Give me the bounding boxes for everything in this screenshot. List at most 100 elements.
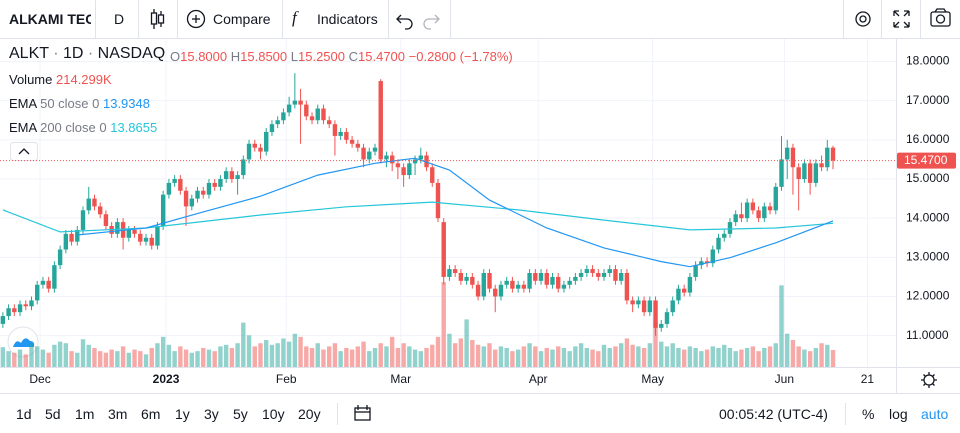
- collapse-button[interactable]: [10, 142, 38, 161]
- range-button[interactable]: 1m: [75, 406, 95, 422]
- candle-body: [584, 269, 590, 273]
- range-button[interactable]: 3y: [204, 406, 219, 422]
- ohlc-label: O: [170, 49, 181, 64]
- range-button[interactable]: 5y: [233, 406, 248, 422]
- candle-body: [504, 280, 509, 285]
- range-button[interactable]: 5d: [45, 406, 61, 422]
- fx-icon[interactable]: f: [292, 8, 299, 27]
- volume-bar: [418, 351, 424, 367]
- volume-bar: [149, 347, 154, 367]
- candle-body: [767, 206, 773, 211]
- axis-settings-icon[interactable]: [921, 372, 937, 388]
- range-button[interactable]: 3m: [108, 406, 128, 422]
- x-tick-label: Mar: [390, 372, 411, 386]
- candle-body: [750, 202, 756, 211]
- candle-body: [389, 155, 395, 164]
- candle-body: [292, 100, 298, 105]
- y-tick-label: 13.0000: [906, 250, 950, 264]
- candle-body: [309, 116, 315, 121]
- legend-title: ALKT · 1D · NASDAQ: [9, 45, 166, 62]
- y-tick-label: 17.0000: [906, 93, 950, 107]
- candle-body: [785, 147, 790, 160]
- volume-bar: [143, 354, 149, 367]
- volume-bar: [458, 338, 464, 367]
- volume-bar: [172, 351, 177, 367]
- candle-body: [647, 300, 653, 313]
- volume-bar: [733, 351, 738, 367]
- candle-body: [515, 284, 521, 289]
- candle-body: [659, 323, 664, 328]
- candle-body: [344, 132, 349, 140]
- candle-body: [544, 273, 549, 285]
- percent-toggle[interactable]: %: [862, 406, 875, 422]
- volume-bar: [275, 343, 280, 367]
- volume-bar: [550, 349, 555, 367]
- volume-bar: [584, 347, 590, 367]
- range-button[interactable]: 10y: [262, 406, 285, 422]
- volume-bar: [115, 351, 120, 367]
- interval[interactable]: D: [114, 11, 125, 27]
- candle-body: [452, 269, 458, 273]
- volume-bar: [235, 343, 240, 367]
- volume-bar: [630, 344, 635, 367]
- candle-body: [424, 155, 429, 168]
- volume-bar: [166, 344, 172, 367]
- range-button[interactable]: 1y: [175, 406, 190, 422]
- candle-body: [590, 269, 595, 273]
- auto-toggle[interactable]: auto: [921, 406, 949, 422]
- snapshot-icon[interactable]: [930, 8, 951, 27]
- volume-bar: [716, 347, 721, 367]
- candle-body: [201, 190, 206, 195]
- volume-bar: [35, 346, 40, 367]
- candle-body: [521, 284, 527, 289]
- compare-button[interactable]: Compare: [213, 11, 271, 27]
- volume-bar: [75, 352, 80, 367]
- volume-bar: [573, 346, 578, 367]
- candle-body: [722, 233, 727, 238]
- settings-icon[interactable]: [855, 11, 871, 27]
- candle-body: [321, 108, 326, 121]
- candle-body: [103, 214, 109, 226]
- range-button[interactable]: 6m: [141, 406, 161, 422]
- volume-bar: [80, 339, 86, 367]
- candle-icon[interactable]: [150, 9, 165, 29]
- candle-body: [636, 300, 641, 305]
- volume-bar: [722, 344, 727, 367]
- volume-bar: [750, 346, 756, 367]
- range-button[interactable]: 1d: [16, 406, 32, 422]
- candle-body: [80, 210, 86, 230]
- volume-bar: [92, 347, 97, 367]
- fullscreen-icon[interactable]: [893, 10, 910, 28]
- volume-bar: [178, 346, 183, 367]
- candle-body: [229, 171, 235, 179]
- candle-body: [17, 304, 23, 313]
- candle-body: [756, 210, 761, 219]
- candle-body: [481, 273, 486, 297]
- volume-bar: [607, 347, 612, 367]
- x-tick-label: Apr: [529, 372, 548, 386]
- log-toggle[interactable]: log: [889, 406, 908, 422]
- candle-body: [378, 81, 383, 160]
- volume-bar: [321, 349, 326, 367]
- volume-bar: [327, 346, 332, 367]
- range-button[interactable]: 20y: [298, 406, 321, 422]
- indicators-button[interactable]: Indicators: [317, 11, 378, 27]
- volume-bar: [0, 347, 6, 367]
- candle-body: [304, 104, 309, 117]
- volume-bar: [498, 346, 504, 367]
- candle-body: [556, 276, 561, 289]
- last-price-label: 15.4700: [904, 153, 948, 167]
- undo-icon[interactable]: [396, 14, 413, 30]
- x-tick-label: May: [641, 372, 664, 386]
- compare-icon[interactable]: [186, 9, 206, 29]
- volume-bar: [739, 349, 744, 367]
- volume-bar: [567, 351, 572, 367]
- candle-body: [86, 198, 91, 211]
- volume-bar: [160, 336, 166, 367]
- volume-bar: [229, 347, 235, 367]
- ohlc-value: 15.8000: [180, 49, 228, 64]
- calendar-icon[interactable]: [354, 405, 371, 421]
- candle-body: [132, 229, 137, 234]
- symbol[interactable]: ALKAMI TEC: [9, 11, 91, 27]
